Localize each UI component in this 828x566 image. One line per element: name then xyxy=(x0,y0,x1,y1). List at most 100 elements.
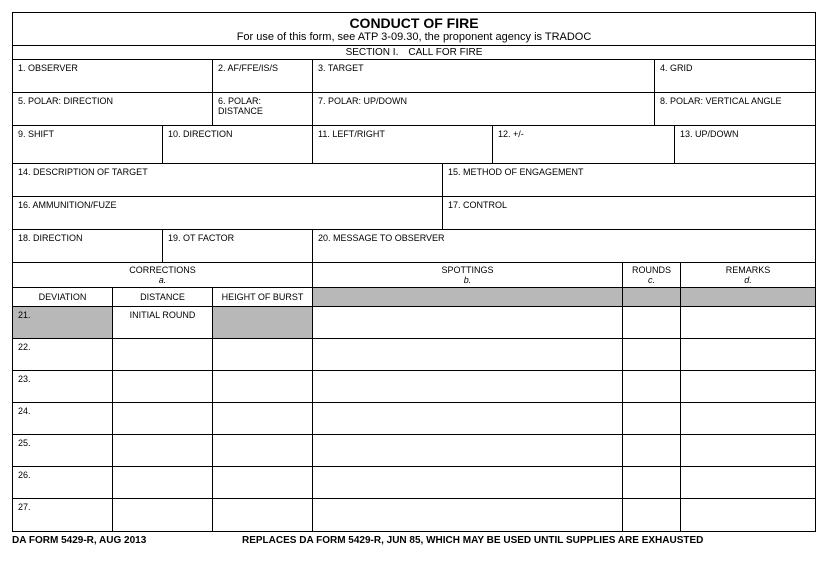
col-rounds-grey xyxy=(623,288,681,306)
footer-form-number: DA FORM 5429-R, AUG 2013 xyxy=(12,535,232,546)
cell-21-dev[interactable]: 21. xyxy=(13,307,113,338)
cell-24-spot[interactable] xyxy=(313,403,623,434)
field-left-right[interactable]: 11. LEFT/RIGHT xyxy=(313,126,493,163)
col-remarks-label: REMARKS xyxy=(726,265,771,275)
cell-23-spot[interactable] xyxy=(313,371,623,402)
cell-26-dev[interactable]: 26. xyxy=(13,467,113,498)
field-method-engagement[interactable]: 15. METHOD OF ENGAGEMENT xyxy=(443,164,815,196)
field-ot-factor[interactable]: 19. OT FACTOR xyxy=(163,230,313,262)
field-plus-minus[interactable]: 12. +/- xyxy=(493,126,675,163)
cell-25-dev[interactable]: 25. xyxy=(13,435,113,466)
form-title: CONDUCT OF FIRE xyxy=(13,13,815,31)
cell-26-remarks[interactable] xyxy=(681,467,815,498)
cell-27-dist[interactable] xyxy=(113,499,213,531)
col-rounds-sub: c. xyxy=(627,275,676,285)
col-spottings-label: SPOTTINGS xyxy=(441,265,493,275)
col-corrections-sub: a. xyxy=(17,275,308,285)
footer-replaces: REPLACES DA FORM 5429-R, JUN 85, WHICH M… xyxy=(232,535,816,546)
form-container: CONDUCT OF FIRE For use of this form, se… xyxy=(12,12,816,546)
cell-24-hob[interactable] xyxy=(213,403,313,434)
cell-21-rounds[interactable] xyxy=(623,307,681,338)
data-row-22: 22. xyxy=(13,339,815,371)
field-message[interactable]: 20. MESSAGE TO OBSERVER xyxy=(313,230,815,262)
cell-23-hob[interactable] xyxy=(213,371,313,402)
cell-27-dev[interactable]: 27. xyxy=(13,499,113,531)
section-heading: SECTION I. CALL FOR FIRE xyxy=(13,46,815,60)
cell-25-dist[interactable] xyxy=(113,435,213,466)
cell-24-dev[interactable]: 24. xyxy=(13,403,113,434)
cell-25-remarks[interactable] xyxy=(681,435,815,466)
field-updown-13[interactable]: 13. UP/DOWN xyxy=(675,126,815,163)
cell-24-remarks[interactable] xyxy=(681,403,815,434)
cell-23-dev[interactable]: 23. xyxy=(13,371,113,402)
cell-21-hob[interactable] xyxy=(213,307,313,338)
field-polar-updown[interactable]: 7. POLAR: UP/DOWN xyxy=(313,93,655,125)
form-footer: DA FORM 5429-R, AUG 2013 REPLACES DA FOR… xyxy=(12,532,816,546)
cell-22-dev[interactable]: 22. xyxy=(13,339,113,370)
row-4: 14. DESCRIPTION OF TARGET 15. METHOD OF … xyxy=(13,164,815,197)
cell-22-remarks[interactable] xyxy=(681,339,815,370)
field-ammo-fuze[interactable]: 16. AMMUNITION/FUZE xyxy=(13,197,443,229)
data-row-25: 25. xyxy=(13,435,815,467)
col-distance: DISTANCE xyxy=(113,288,213,306)
col-remarks-sub: d. xyxy=(685,275,811,285)
field-polar-vertical[interactable]: 8. POLAR: VERTICAL ANGLE xyxy=(655,93,815,125)
cell-26-dist[interactable] xyxy=(113,467,213,498)
data-row-26: 26. xyxy=(13,467,815,499)
cell-24-dist[interactable] xyxy=(113,403,213,434)
row-2: 5. POLAR: DIRECTION 6. POLAR: DISTANCE 7… xyxy=(13,93,815,126)
field-observer[interactable]: 1. OBSERVER xyxy=(13,60,213,92)
col-corrections-label: CORRECTIONS xyxy=(129,265,196,275)
field-direction-18[interactable]: 18. DIRECTION xyxy=(13,230,163,262)
cell-23-remarks[interactable] xyxy=(681,371,815,402)
row-6: 18. DIRECTION 19. OT FACTOR 20. MESSAGE … xyxy=(13,230,815,263)
field-direction-10[interactable]: 10. DIRECTION xyxy=(163,126,313,163)
cell-24-rounds[interactable] xyxy=(623,403,681,434)
cell-27-rounds[interactable] xyxy=(623,499,681,531)
cell-27-spot[interactable] xyxy=(313,499,623,531)
cell-25-rounds[interactable] xyxy=(623,435,681,466)
col-rounds-label: ROUNDS xyxy=(632,265,671,275)
col-height-burst: HEIGHT OF BURST xyxy=(213,288,313,306)
row-3: 9. SHIFT 10. DIRECTION 11. LEFT/RIGHT 12… xyxy=(13,126,815,164)
data-row-27: 27. xyxy=(13,499,815,531)
row-1: 1. OBSERVER 2. AF/FFE/IS/S 3. TARGET 4. … xyxy=(13,60,815,93)
field-shift[interactable]: 9. SHIFT xyxy=(13,126,163,163)
field-control[interactable]: 17. CONTROL xyxy=(443,197,815,229)
cell-27-hob[interactable] xyxy=(213,499,313,531)
col-remarks: REMARKS d. xyxy=(681,263,815,287)
field-polar-distance[interactable]: 6. POLAR: DISTANCE xyxy=(213,93,313,125)
cell-21-dist[interactable]: INITIAL ROUND xyxy=(113,307,213,338)
cell-22-dist[interactable] xyxy=(113,339,213,370)
field-target[interactable]: 3. TARGET xyxy=(313,60,655,92)
cell-22-hob[interactable] xyxy=(213,339,313,370)
cell-21-spot[interactable] xyxy=(313,307,623,338)
data-row-24: 24. xyxy=(13,403,815,435)
cell-21-remarks[interactable] xyxy=(681,307,815,338)
cell-26-spot[interactable] xyxy=(313,467,623,498)
cell-26-hob[interactable] xyxy=(213,467,313,498)
col-remarks-grey xyxy=(681,288,815,306)
form-outer-border: CONDUCT OF FIRE For use of this form, se… xyxy=(12,12,816,532)
cell-27-remarks[interactable] xyxy=(681,499,815,531)
field-af-ffe[interactable]: 2. AF/FFE/IS/S xyxy=(213,60,313,92)
cell-23-dist[interactable] xyxy=(113,371,213,402)
col-deviation: DEVIATION xyxy=(13,288,113,306)
data-row-23: 23. xyxy=(13,371,815,403)
field-grid[interactable]: 4. GRID xyxy=(655,60,815,92)
cell-25-hob[interactable] xyxy=(213,435,313,466)
data-row-21: 21. INITIAL ROUND xyxy=(13,307,815,339)
cell-22-rounds[interactable] xyxy=(623,339,681,370)
cell-26-rounds[interactable] xyxy=(623,467,681,498)
col-spot-grey xyxy=(313,288,623,306)
cell-25-spot[interactable] xyxy=(313,435,623,466)
col-rounds: ROUNDS c. xyxy=(623,263,681,287)
col-corrections: CORRECTIONS a. xyxy=(13,263,313,287)
col-header-row-2: DEVIATION DISTANCE HEIGHT OF BURST xyxy=(13,288,815,307)
cell-23-rounds[interactable] xyxy=(623,371,681,402)
cell-22-spot[interactable] xyxy=(313,339,623,370)
field-polar-direction[interactable]: 5. POLAR: DIRECTION xyxy=(13,93,213,125)
row-5: 16. AMMUNITION/FUZE 17. CONTROL xyxy=(13,197,815,230)
form-subtitle: For use of this form, see ATP 3-09.30, t… xyxy=(13,31,815,46)
field-description[interactable]: 14. DESCRIPTION OF TARGET xyxy=(13,164,443,196)
